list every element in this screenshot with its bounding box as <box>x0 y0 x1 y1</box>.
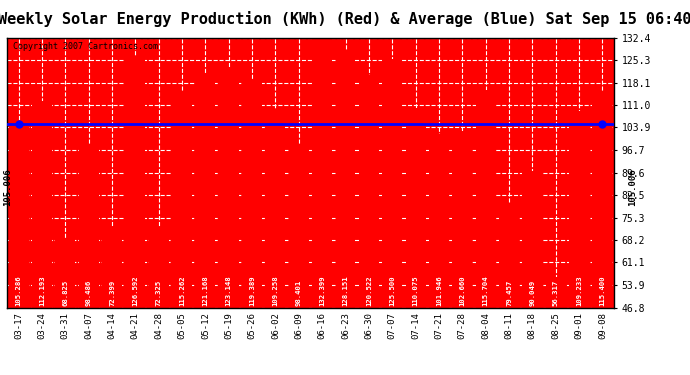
Text: 109.233: 109.233 <box>576 275 582 306</box>
Text: 105.006: 105.006 <box>3 169 12 206</box>
Text: 105.286: 105.286 <box>16 275 21 306</box>
Bar <box>359 75 379 307</box>
Bar <box>219 67 239 308</box>
Text: 79.457: 79.457 <box>506 280 512 306</box>
Bar <box>406 108 426 308</box>
Text: 109.258: 109.258 <box>273 275 279 306</box>
Text: 132.399: 132.399 <box>319 275 325 306</box>
Text: 110.075: 110.075 <box>413 275 419 306</box>
Text: Weekly Solar Energy Production (KWh) (Red) & Average (Blue) Sat Sep 15 06:40: Weekly Solar Energy Production (KWh) (Re… <box>0 11 690 27</box>
Bar <box>9 123 28 308</box>
Bar <box>453 131 472 308</box>
Bar <box>242 78 262 308</box>
Bar <box>55 238 75 308</box>
Bar <box>149 227 168 308</box>
Text: 126.592: 126.592 <box>132 275 139 306</box>
Text: 115.704: 115.704 <box>482 275 489 306</box>
Bar <box>266 111 286 308</box>
Bar <box>382 59 402 308</box>
Bar <box>79 144 99 308</box>
Text: Copyright 2007 Cartronics.com: Copyright 2007 Cartronics.com <box>13 42 158 51</box>
Bar <box>195 73 215 308</box>
Bar <box>499 204 519 308</box>
Text: 120.522: 120.522 <box>366 275 372 306</box>
Text: 121.168: 121.168 <box>202 275 208 306</box>
Bar <box>593 91 612 308</box>
Bar <box>172 92 192 308</box>
Text: 105.006: 105.006 <box>628 169 637 206</box>
Text: 115.262: 115.262 <box>179 275 185 306</box>
Bar <box>475 90 495 308</box>
Bar <box>569 111 589 308</box>
Text: 119.389: 119.389 <box>249 275 255 306</box>
Text: 123.148: 123.148 <box>226 275 232 306</box>
Text: 98.401: 98.401 <box>296 280 302 306</box>
Bar <box>522 171 542 308</box>
Text: 56.317: 56.317 <box>553 280 559 306</box>
Text: 90.049: 90.049 <box>529 280 535 306</box>
Text: 102.660: 102.660 <box>460 275 465 306</box>
Text: 112.193: 112.193 <box>39 275 45 306</box>
Bar <box>313 38 332 308</box>
Text: 98.486: 98.486 <box>86 280 92 306</box>
Text: 115.400: 115.400 <box>600 275 605 306</box>
Bar <box>289 145 308 308</box>
Bar <box>429 134 449 308</box>
Text: 125.500: 125.500 <box>389 275 395 306</box>
Text: 72.325: 72.325 <box>156 280 161 306</box>
Text: 101.946: 101.946 <box>436 275 442 306</box>
Bar <box>335 51 355 308</box>
Text: 128.151: 128.151 <box>342 275 348 306</box>
Text: 72.399: 72.399 <box>109 280 115 306</box>
Bar <box>102 227 122 308</box>
Text: 68.825: 68.825 <box>62 280 68 306</box>
Bar <box>546 278 566 308</box>
Bar <box>126 56 146 308</box>
Bar <box>32 101 52 308</box>
